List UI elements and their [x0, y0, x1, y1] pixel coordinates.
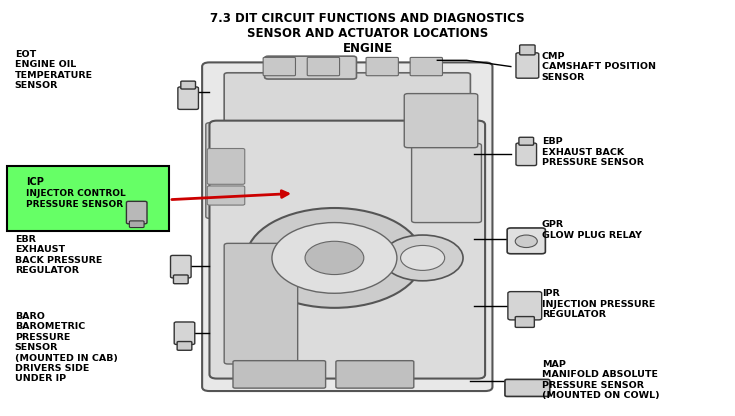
FancyBboxPatch shape [173, 275, 188, 284]
FancyBboxPatch shape [207, 186, 245, 205]
Text: 7.3 DIT CIRCUIT FUNCTIONS AND DIAGNOSTICS: 7.3 DIT CIRCUIT FUNCTIONS AND DIAGNOSTIC… [210, 12, 525, 25]
Text: ICP: ICP [26, 177, 43, 187]
Circle shape [515, 235, 537, 248]
FancyBboxPatch shape [129, 221, 144, 228]
FancyBboxPatch shape [178, 87, 198, 109]
FancyBboxPatch shape [307, 57, 340, 76]
FancyBboxPatch shape [233, 361, 326, 388]
Text: MAP
MANIFOLD ABSOLUTE
PRESSURE SENSOR
(MOUNTED ON COWL): MAP MANIFOLD ABSOLUTE PRESSURE SENSOR (M… [542, 360, 659, 400]
FancyBboxPatch shape [209, 121, 485, 379]
FancyBboxPatch shape [263, 57, 295, 76]
FancyBboxPatch shape [519, 137, 534, 145]
FancyBboxPatch shape [516, 53, 539, 78]
Text: SENSOR AND ACTUATOR LOCATIONS: SENSOR AND ACTUATOR LOCATIONS [247, 27, 488, 40]
FancyBboxPatch shape [515, 317, 534, 327]
FancyBboxPatch shape [202, 62, 492, 391]
FancyBboxPatch shape [126, 201, 147, 224]
FancyBboxPatch shape [336, 361, 414, 388]
FancyBboxPatch shape [177, 342, 192, 350]
FancyBboxPatch shape [520, 45, 535, 55]
FancyBboxPatch shape [404, 94, 478, 148]
FancyBboxPatch shape [224, 73, 470, 135]
FancyBboxPatch shape [207, 149, 245, 184]
Text: EBR
EXHAUST
BACK PRESSURE
REGULATOR: EBR EXHAUST BACK PRESSURE REGULATOR [15, 235, 102, 275]
FancyBboxPatch shape [516, 143, 537, 166]
Circle shape [305, 241, 364, 275]
FancyBboxPatch shape [507, 228, 545, 254]
Circle shape [246, 208, 423, 308]
FancyBboxPatch shape [508, 292, 542, 320]
FancyBboxPatch shape [505, 379, 550, 396]
FancyBboxPatch shape [181, 81, 196, 89]
FancyBboxPatch shape [174, 322, 195, 344]
FancyBboxPatch shape [412, 144, 481, 223]
FancyBboxPatch shape [410, 57, 442, 76]
Circle shape [272, 223, 397, 293]
Text: BARO
BAROMETRIC
PRESSURE
SENSOR
(MOUNTED IN CAB)
DRIVERS SIDE
UNDER IP: BARO BAROMETRIC PRESSURE SENSOR (MOUNTED… [15, 312, 118, 384]
Circle shape [382, 235, 463, 281]
Text: EOT
ENGINE OIL
TEMPERATURE
SENSOR: EOT ENGINE OIL TEMPERATURE SENSOR [15, 50, 93, 90]
Text: INJECTOR CONTROL
PRESSURE SENSOR: INJECTOR CONTROL PRESSURE SENSOR [26, 189, 126, 209]
FancyBboxPatch shape [171, 255, 191, 278]
Text: ENGINE: ENGINE [343, 42, 392, 54]
Text: IPR
INJECTION PRESSURE
REGULATOR: IPR INJECTION PRESSURE REGULATOR [542, 289, 655, 319]
Text: GPR
GLOW PLUG RELAY: GPR GLOW PLUG RELAY [542, 220, 642, 240]
Text: CMP
CAMSHAFT POSITION
SENSOR: CMP CAMSHAFT POSITION SENSOR [542, 52, 656, 82]
Circle shape [401, 245, 445, 270]
FancyBboxPatch shape [366, 57, 398, 76]
FancyBboxPatch shape [206, 123, 272, 218]
FancyBboxPatch shape [224, 243, 298, 364]
Text: EBP
EXHAUST BACK
PRESSURE SENSOR: EBP EXHAUST BACK PRESSURE SENSOR [542, 137, 644, 167]
FancyBboxPatch shape [7, 166, 169, 231]
FancyBboxPatch shape [265, 56, 356, 79]
